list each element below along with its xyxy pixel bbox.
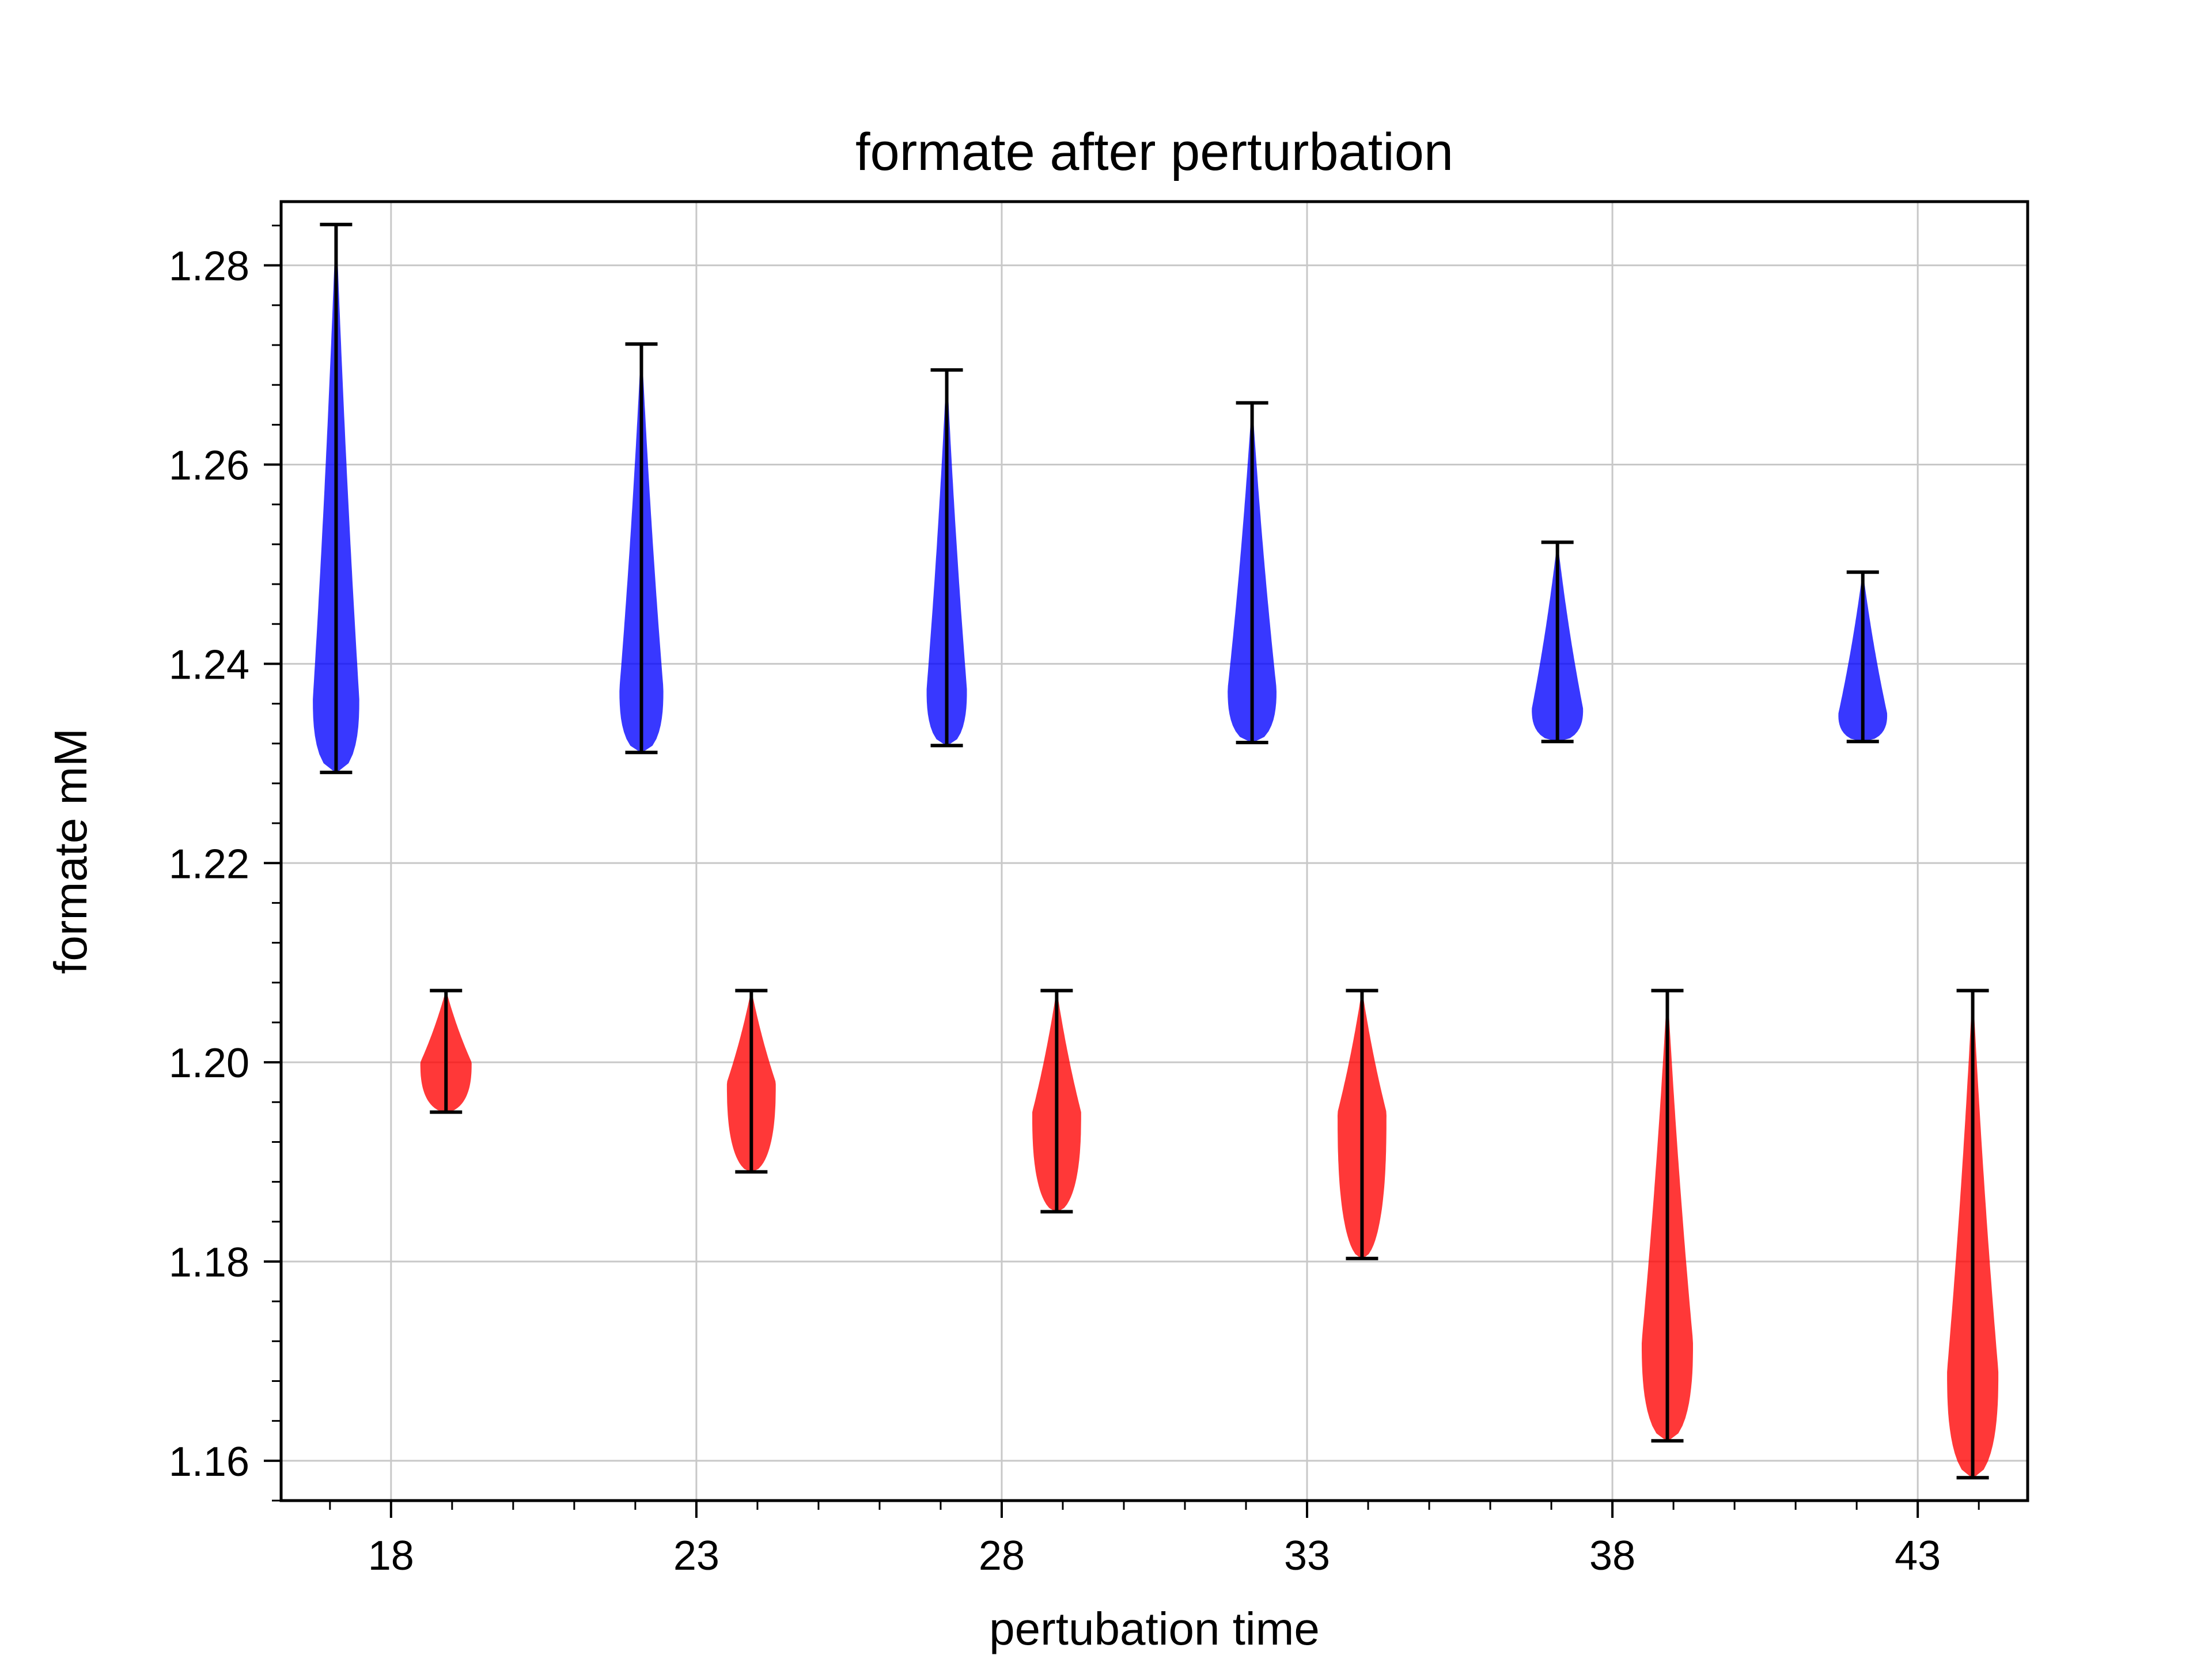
x-axis-label: pertubation time (989, 1603, 1320, 1654)
x-tick-label: 23 (673, 1533, 719, 1579)
y-tick-label: 1.28 (169, 244, 249, 290)
x-tick-label: 43 (1895, 1533, 1941, 1579)
tick-labels: 18 23 28 33 38 43 1.16 1.18 1.20 1.22 1.24 1.26 1.28 (169, 244, 1941, 1579)
y-tick-label: 1.20 (169, 1040, 249, 1086)
plot-frame (279, 200, 2029, 1502)
x-tick-label: 38 (1589, 1533, 1635, 1579)
y-tick-label: 1.24 (169, 642, 249, 688)
chart-title: formate after perturbation (855, 123, 1453, 181)
violin-series-1 (313, 222, 1888, 774)
violins (313, 222, 1999, 1480)
x-tick-label: 33 (1284, 1533, 1330, 1579)
y-tick-label: 1.16 (169, 1439, 249, 1485)
x-tick-label: 28 (979, 1533, 1025, 1579)
x-tick-label: 18 (368, 1533, 414, 1579)
y-tick-label: 1.18 (169, 1240, 249, 1286)
axis-ticks (264, 225, 1980, 1518)
y-axis-label: formate mM (45, 728, 96, 974)
violin-series-2 (420, 988, 1999, 1480)
y-tick-label: 1.22 (169, 841, 249, 887)
y-tick-label: 1.26 (169, 443, 249, 489)
grid (281, 202, 2028, 1501)
